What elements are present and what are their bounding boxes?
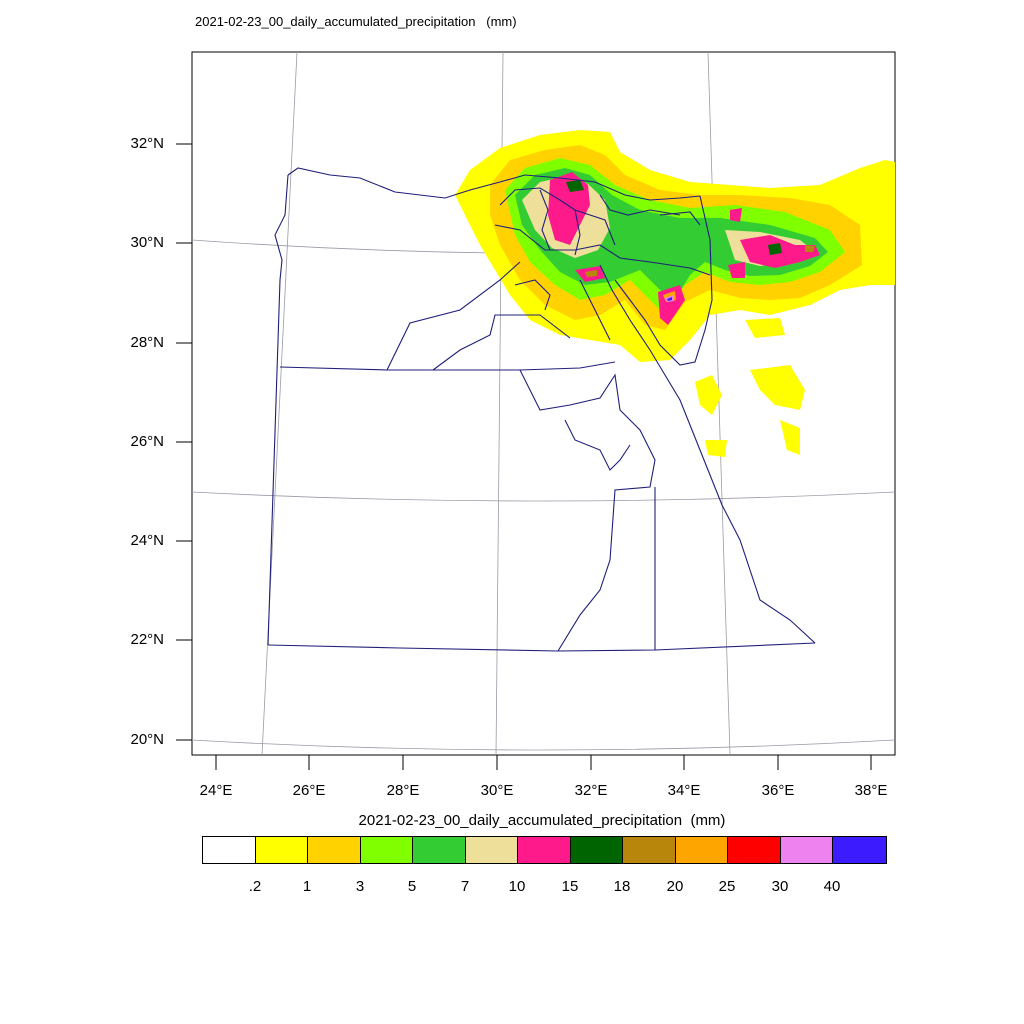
colorbar-label: 3 <box>355 878 365 895</box>
map-panel <box>176 51 896 770</box>
colorbar-swatch <box>518 837 571 863</box>
lat-label-32n: 32°N <box>130 135 164 152</box>
lat-label-26n: 26°N <box>130 433 164 450</box>
colorbar-swatch <box>623 837 676 863</box>
lon-label-26e: 26°E <box>292 782 326 799</box>
precipitation-field <box>455 130 895 457</box>
colorbar-label: .2 <box>248 878 262 895</box>
lat-label-28n: 28°N <box>130 334 164 351</box>
plot-border <box>191 51 896 756</box>
lon-label-30e: 30°E <box>480 782 514 799</box>
colorbar-label: 15 <box>561 878 579 895</box>
colorbar-swatch <box>728 837 781 863</box>
colorbar-swatch <box>255 837 308 863</box>
colorbar-label: 10 <box>508 878 526 895</box>
lat-label-24n: 24°N <box>130 532 164 549</box>
lon-label-32e: 32°E <box>574 782 608 799</box>
colorbar-label: 20 <box>666 878 684 895</box>
map-title: 2021-02-23_00_daily_accumulated_precipit… <box>195 14 517 29</box>
colorbar-label: 40 <box>823 878 841 895</box>
colorbar-label: 25 <box>718 878 736 895</box>
lon-label-34e: 34°E <box>667 782 701 799</box>
axis-ticks <box>176 143 872 770</box>
lon-label-24e: 24°E <box>199 782 233 799</box>
colorbar-label: 5 <box>407 878 417 895</box>
lon-label-36e: 36°E <box>761 782 795 799</box>
colorbar-swatch <box>360 837 413 863</box>
lat-label-20n: 20°N <box>130 731 164 748</box>
colorbar-swatch <box>465 837 518 863</box>
colorbar-swatch <box>780 837 833 863</box>
colorbar-label: 1 <box>302 878 312 895</box>
colorbar <box>202 836 887 864</box>
colorbar-swatch <box>833 837 886 863</box>
colorbar-swatch <box>308 837 361 863</box>
lat-label-30n: 30°N <box>130 234 164 251</box>
colorbar-swatch <box>570 837 623 863</box>
colorbar-label: 7 <box>460 878 470 895</box>
colorbar-title: 2021-02-23_00_daily_accumulated_precipit… <box>358 812 726 829</box>
lon-label-28e: 28°E <box>386 782 420 799</box>
admin-boundaries <box>267 167 816 652</box>
colorbar-label: 18 <box>613 878 631 895</box>
lat-label-22n: 22°N <box>130 631 164 648</box>
colorbar-label: 30 <box>771 878 789 895</box>
colorbar-swatch <box>413 837 466 863</box>
lon-label-38e: 38°E <box>854 782 888 799</box>
colorbar-swatch <box>675 837 728 863</box>
colorbar-swatch <box>203 837 256 863</box>
